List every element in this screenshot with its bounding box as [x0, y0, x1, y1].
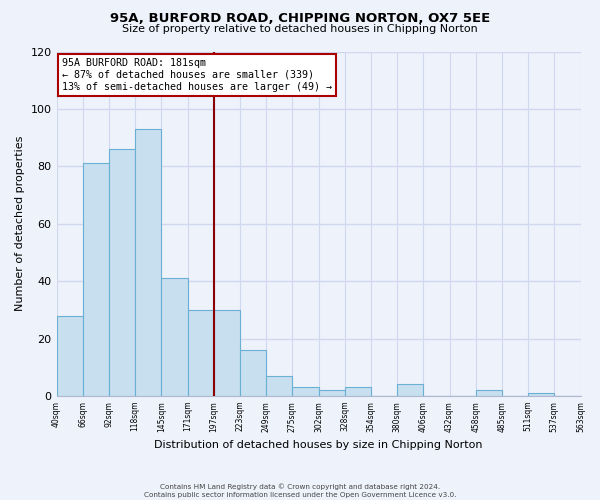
- Bar: [188, 310, 214, 396]
- Text: 95A, BURFORD ROAD, CHIPPING NORTON, OX7 5EE: 95A, BURFORD ROAD, CHIPPING NORTON, OX7 …: [110, 12, 490, 26]
- Bar: [109, 149, 135, 396]
- Bar: [214, 310, 240, 396]
- Bar: [319, 390, 345, 396]
- Bar: [266, 376, 292, 396]
- Bar: [528, 393, 554, 396]
- Text: 95A BURFORD ROAD: 181sqm
← 87% of detached houses are smaller (339)
13% of semi-: 95A BURFORD ROAD: 181sqm ← 87% of detach…: [62, 58, 332, 92]
- Bar: [397, 384, 424, 396]
- Bar: [240, 350, 266, 396]
- Bar: [476, 390, 502, 396]
- Bar: [135, 129, 161, 396]
- X-axis label: Distribution of detached houses by size in Chipping Norton: Distribution of detached houses by size …: [154, 440, 483, 450]
- Bar: [56, 316, 83, 396]
- Text: Contains HM Land Registry data © Crown copyright and database right 2024.
Contai: Contains HM Land Registry data © Crown c…: [144, 484, 456, 498]
- Y-axis label: Number of detached properties: Number of detached properties: [15, 136, 25, 312]
- Bar: [83, 164, 109, 396]
- Bar: [161, 278, 188, 396]
- Bar: [292, 388, 319, 396]
- Text: Size of property relative to detached houses in Chipping Norton: Size of property relative to detached ho…: [122, 24, 478, 34]
- Bar: [345, 388, 371, 396]
